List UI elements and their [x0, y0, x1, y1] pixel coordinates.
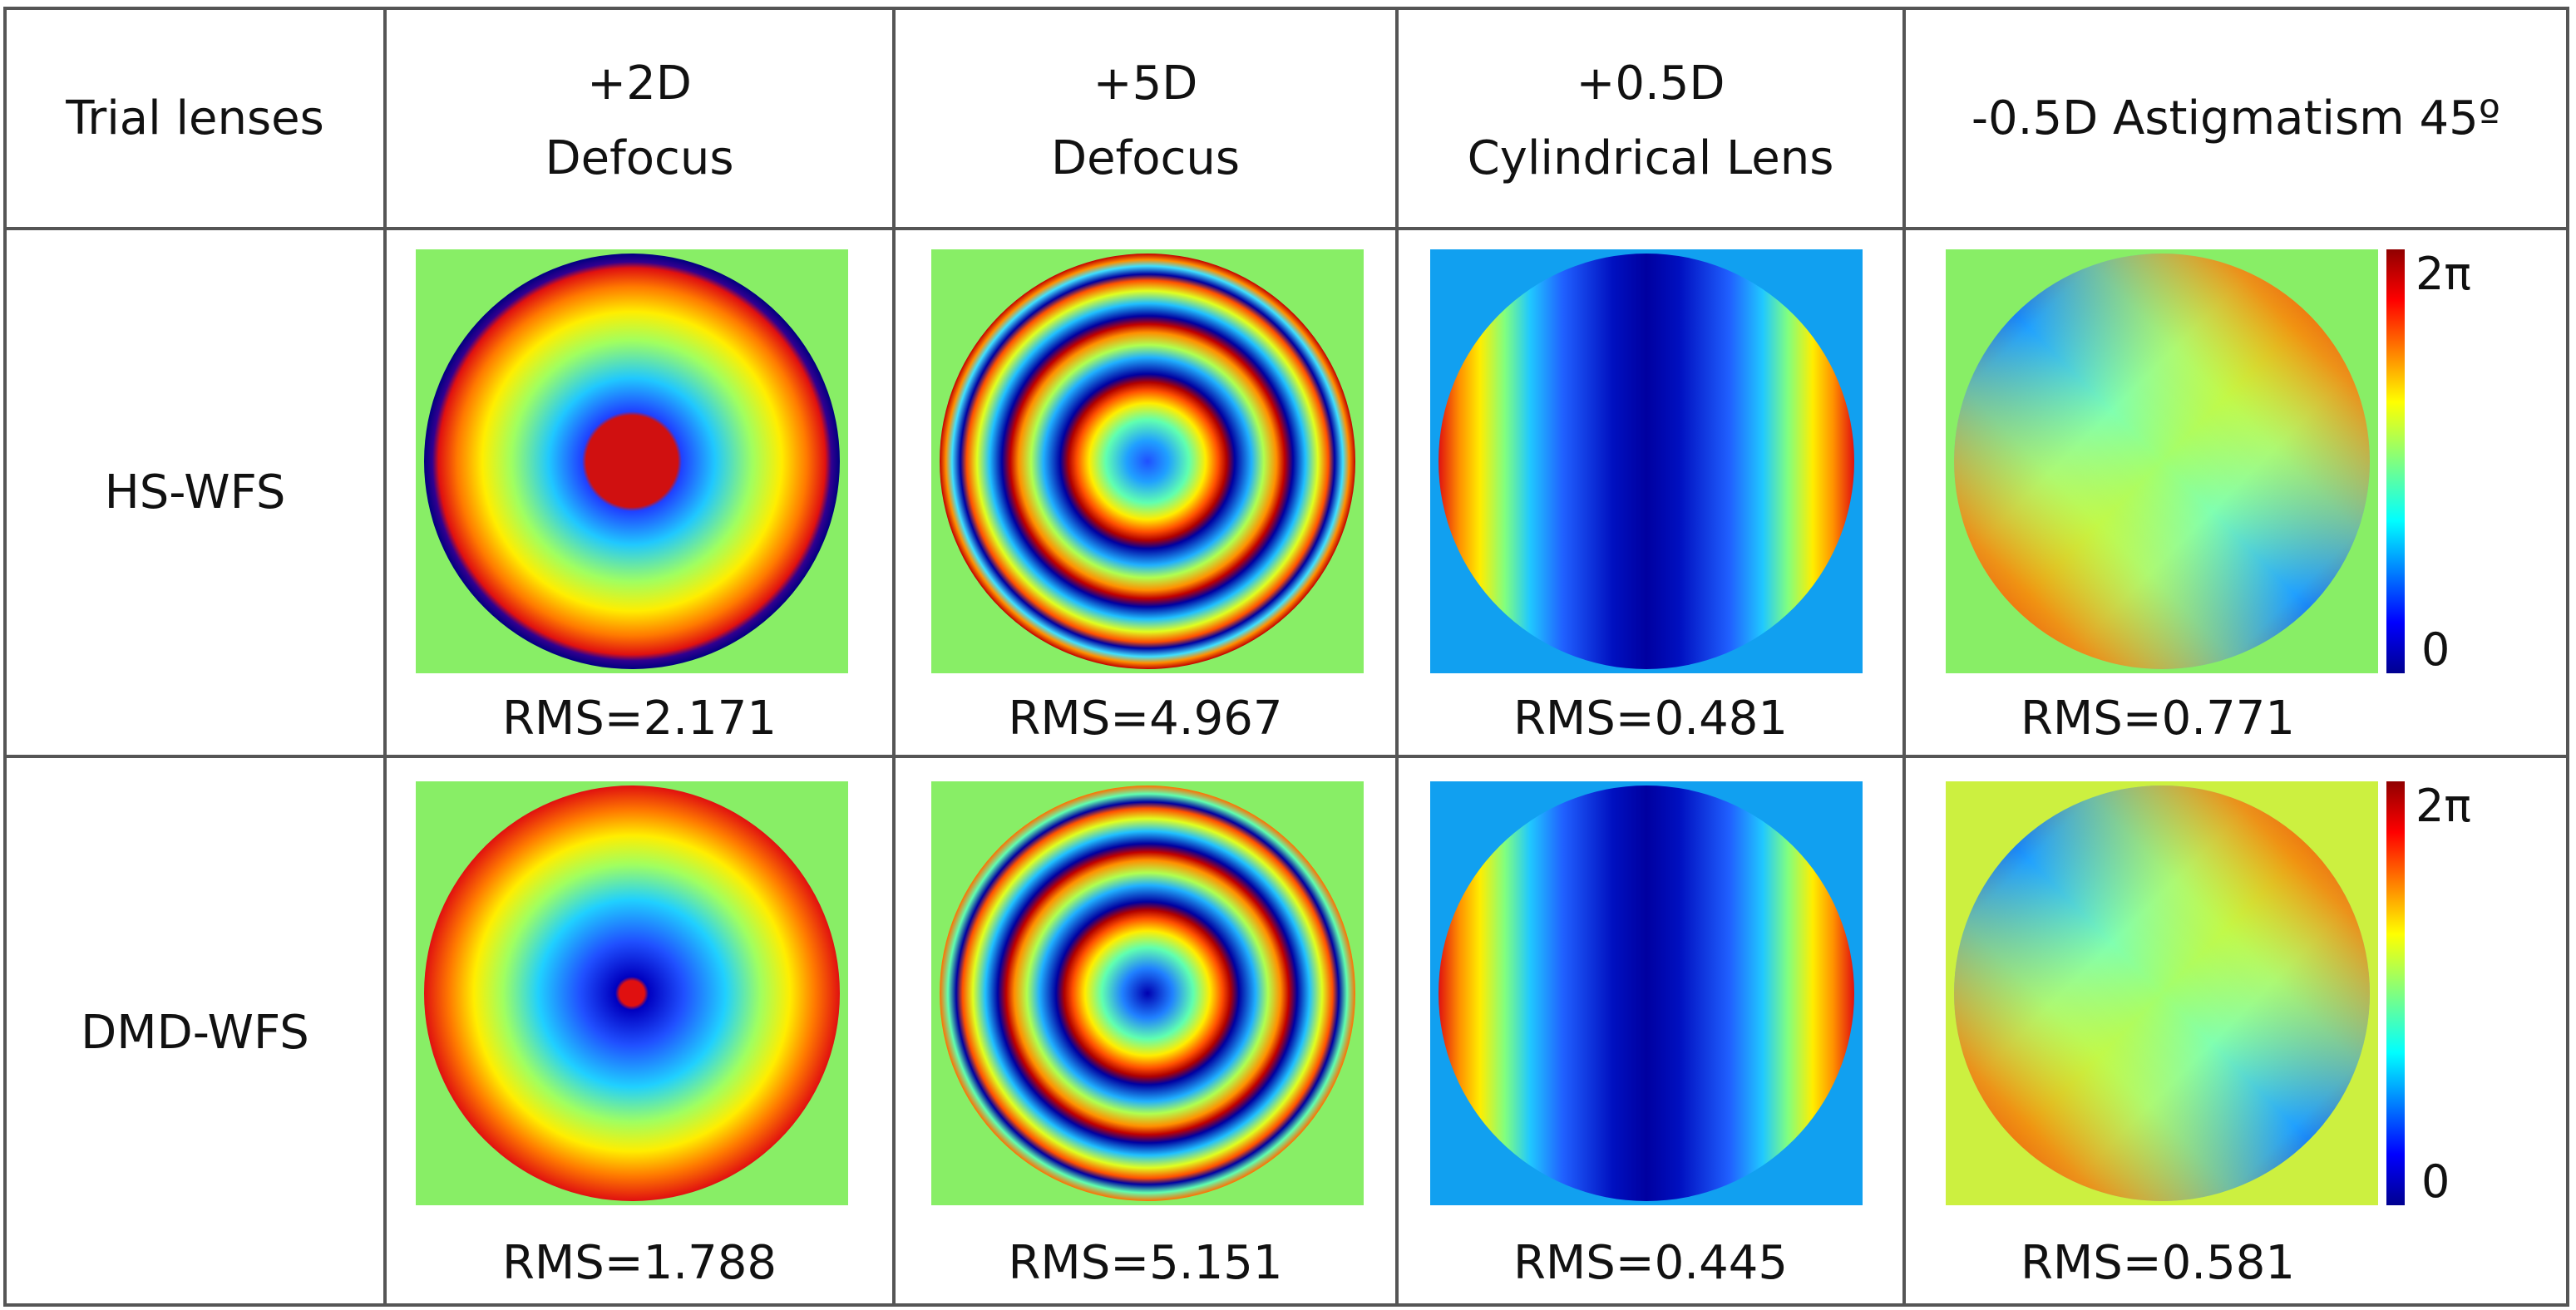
panel-dmd-2d	[416, 781, 848, 1205]
colorbar-max-label-row2: 2π	[2416, 780, 2471, 832]
header-col1-line2: Defocus	[545, 131, 734, 185]
colorbar-min-label-row1: 0	[2421, 623, 2450, 676]
colorbar-row2	[2386, 781, 2405, 1205]
rms-hs-2d: RMS=2.171	[501, 692, 777, 746]
rms-dmd-astig: RMS=0.581	[2020, 1236, 2295, 1290]
panel-dmd-cyl	[1430, 781, 1863, 1205]
header-corner: Trial lenses	[66, 91, 324, 145]
row-label-dmd: DMD-WFS	[81, 1006, 309, 1060]
colorbar-min-label-row2: 0	[2421, 1155, 2450, 1208]
row-label-hs: HS-WFS	[104, 465, 286, 520]
header-col1-line1: +2D	[587, 57, 692, 111]
panel-dmd-5d	[931, 781, 1364, 1205]
table-grid	[3, 7, 2569, 1307]
header-col3-line1: +0.5D	[1576, 57, 1725, 111]
panel-hs-5d	[931, 249, 1364, 673]
panel-dmd-astig	[1946, 781, 2378, 1205]
colorbar-row1	[2386, 249, 2405, 673]
header-col2-line1: +5D	[1093, 57, 1198, 111]
header-col3-line2: Cylindrical Lens	[1467, 131, 1834, 185]
rms-hs-astig: RMS=0.771	[2020, 692, 2295, 746]
rms-dmd-cyl: RMS=0.445	[1513, 1236, 1788, 1290]
header-col4-line1: -0.5D Astigmatism 45º	[1971, 91, 2501, 145]
rms-hs-5d: RMS=4.967	[1008, 692, 1283, 746]
panel-hs-cyl	[1430, 249, 1863, 673]
panel-hs-2d	[416, 249, 848, 673]
panel-hs-astig	[1946, 249, 2378, 673]
colorbar-max-label-row1: 2π	[2416, 248, 2471, 300]
rms-dmd-5d: RMS=5.151	[1008, 1236, 1283, 1290]
rms-dmd-2d: RMS=1.788	[501, 1236, 777, 1290]
rms-hs-cyl: RMS=0.481	[1513, 692, 1788, 746]
header-col2-line2: Defocus	[1050, 131, 1240, 185]
